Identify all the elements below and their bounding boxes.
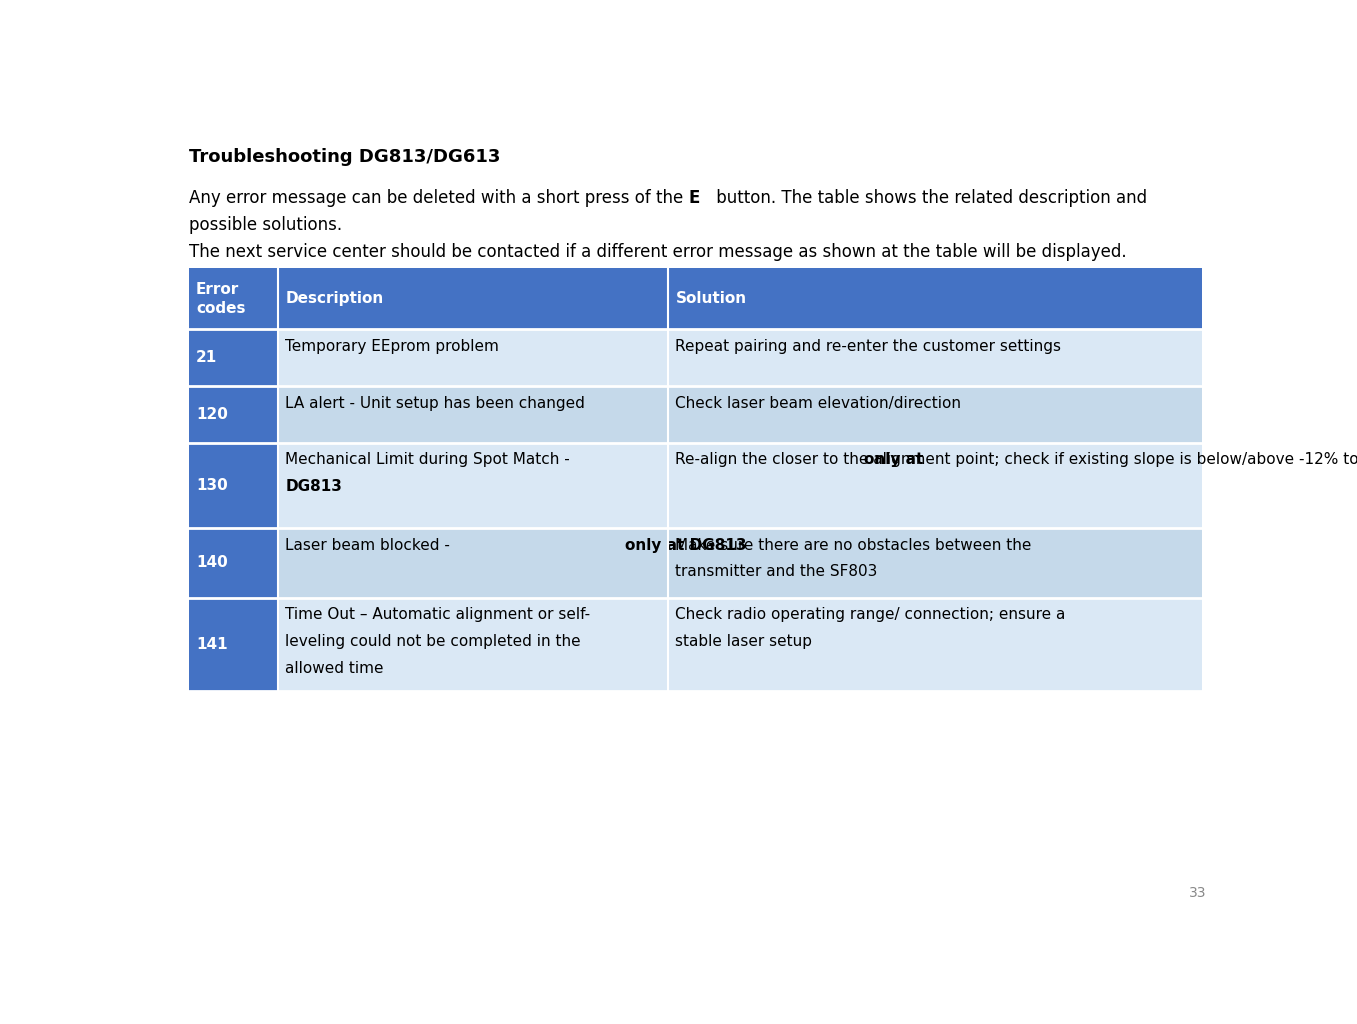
Text: Description: Description <box>285 291 384 306</box>
Text: Check laser beam elevation/direction: Check laser beam elevation/direction <box>676 395 962 411</box>
Text: Troubleshooting DG813/DG613: Troubleshooting DG813/DG613 <box>189 148 499 166</box>
Bar <box>189 330 1202 386</box>
Text: Check radio operating range/ connection; ensure a: Check radio operating range/ connection;… <box>676 607 1065 622</box>
Text: 141: 141 <box>195 637 228 651</box>
Text: only at: only at <box>864 453 924 468</box>
Text: allowed time: allowed time <box>285 660 384 676</box>
Text: leveling could not be completed in the: leveling could not be completed in the <box>285 634 581 649</box>
Bar <box>189 443 278 528</box>
Text: stable laser setup: stable laser setup <box>676 634 813 649</box>
Bar <box>189 386 1202 443</box>
Text: button. The table shows the related description and: button. The table shows the related desc… <box>711 189 1147 207</box>
Text: transmitter and the SF803: transmitter and the SF803 <box>676 564 878 580</box>
Text: LA alert - Unit setup has been changed: LA alert - Unit setup has been changed <box>285 395 585 411</box>
Bar <box>189 268 1202 330</box>
Text: Make sure there are no obstacles between the: Make sure there are no obstacles between… <box>676 538 1031 553</box>
Bar <box>189 443 1202 528</box>
Text: Laser beam blocked -: Laser beam blocked - <box>285 538 455 553</box>
Bar <box>189 528 278 598</box>
Bar <box>189 386 278 443</box>
Text: The next service center should be contacted if a different error message as show: The next service center should be contac… <box>189 243 1126 261</box>
Text: only at DG813: only at DG813 <box>624 538 746 553</box>
Text: Time Out – Automatic alignment or self-: Time Out – Automatic alignment or self- <box>285 607 590 622</box>
Text: Repeat pairing and re-enter the customer settings: Repeat pairing and re-enter the customer… <box>676 339 1061 354</box>
Text: Error
codes: Error codes <box>195 282 246 315</box>
Text: possible solutions.: possible solutions. <box>189 216 342 233</box>
Text: 120: 120 <box>195 408 228 422</box>
Text: 130: 130 <box>195 478 228 494</box>
Text: 21: 21 <box>195 350 217 366</box>
Text: Re-align the closer to the alignment point; check if existing slope is below/abo: Re-align the closer to the alignment poi… <box>676 453 1357 468</box>
Text: E: E <box>688 189 699 207</box>
Text: DG813: DG813 <box>285 479 342 495</box>
Text: Mechanical Limit during Spot Match -: Mechanical Limit during Spot Match - <box>285 453 575 468</box>
Text: Any error message can be deleted with a short press of the: Any error message can be deleted with a … <box>189 189 688 207</box>
Bar <box>189 528 1202 598</box>
Bar <box>189 330 278 386</box>
Text: 140: 140 <box>195 555 228 570</box>
Text: Solution: Solution <box>676 291 746 306</box>
Bar <box>189 598 278 690</box>
Text: Temporary EEprom problem: Temporary EEprom problem <box>285 339 499 354</box>
Bar <box>189 598 1202 690</box>
Text: 33: 33 <box>1189 886 1206 899</box>
